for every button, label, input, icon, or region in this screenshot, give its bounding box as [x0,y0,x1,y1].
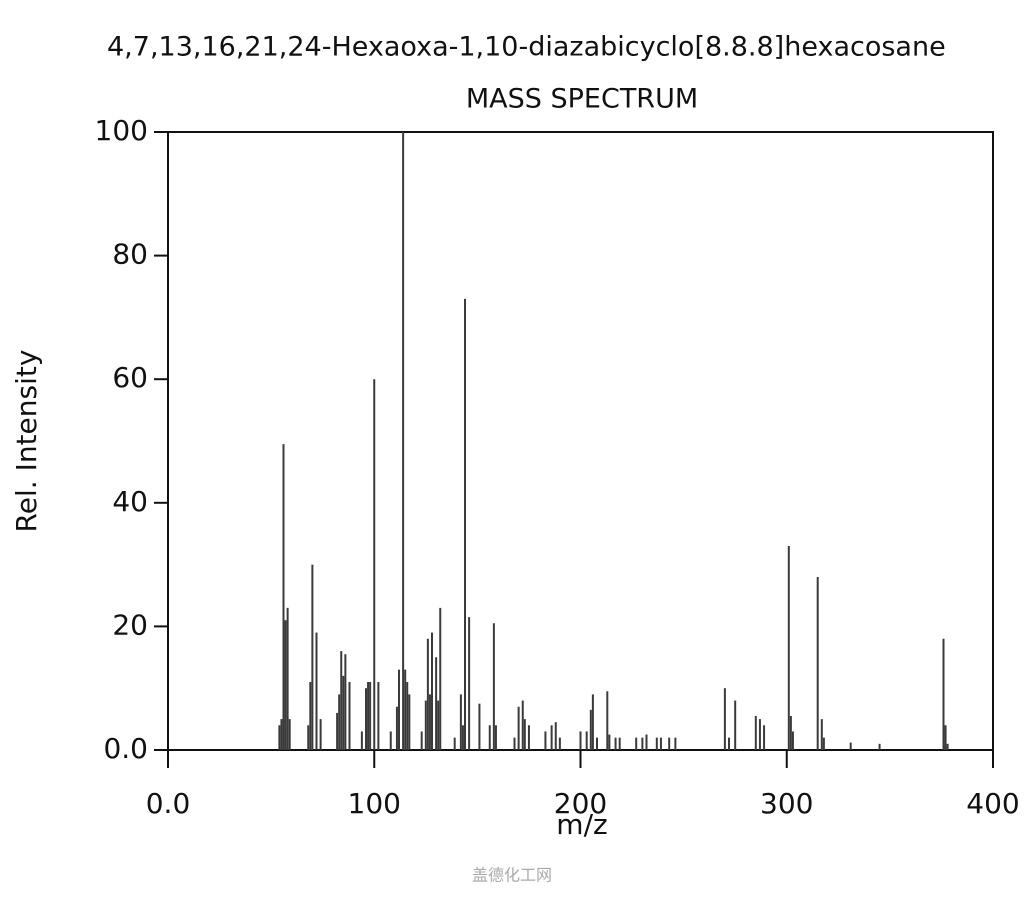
x-tick-label: 400 [966,787,1019,820]
y-tick-label: 20 [112,608,148,641]
y-tick-label: 40 [112,485,148,518]
y-tick-label: 60 [112,361,148,394]
x-tick-label: 300 [760,787,813,820]
x-tick-label: 200 [554,787,607,820]
y-tick-label: 100 [95,114,148,147]
x-tick-label: 0.0 [146,787,191,820]
y-tick-label: 80 [112,238,148,271]
plot-frame [167,131,994,751]
y-tick-label: 0.0 [103,732,148,765]
chart-subtitle: MASS SPECTRUM [466,84,698,115]
watermark: 盖德化工网 [472,866,552,885]
y-axis-label: Rel. Intensity [10,350,43,533]
x-axis-label: m/z [556,808,607,841]
x-tick-label: 100 [348,787,401,820]
chart-title: 4,7,13,16,21,24-Hexaoxa-1,10-diazabicycl… [107,32,946,63]
